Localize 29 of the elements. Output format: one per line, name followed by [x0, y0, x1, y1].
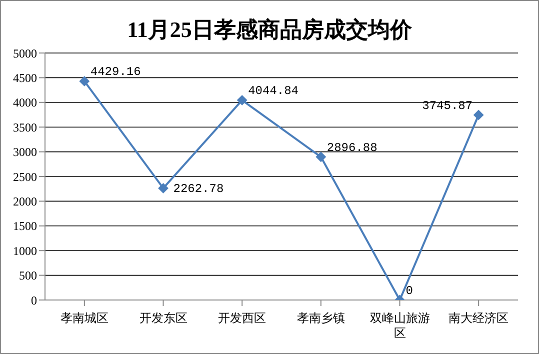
x-tick-label: 孝南城区	[60, 311, 108, 325]
y-tick-label: 500	[19, 268, 37, 283]
y-tick-label: 5000	[13, 46, 37, 60]
y-tick-label: 1000	[13, 244, 37, 258]
x-tick-label: 南大经济区	[448, 311, 509, 325]
data-label: 4429.16	[90, 65, 141, 80]
data-label: 3745.87	[422, 98, 473, 113]
y-tick-label: 2500	[13, 170, 37, 184]
y-tick-label: 4500	[13, 70, 37, 85]
y-tick-label: 2000	[13, 194, 37, 208]
y-tick-label: 3500	[13, 120, 37, 134]
x-tick-label: 开发东区	[139, 311, 188, 325]
data-label: 0	[406, 284, 413, 298]
point	[316, 152, 326, 162]
point	[79, 76, 90, 86]
data-label: 4044.84	[248, 84, 299, 98]
point	[158, 183, 168, 194]
data-label: 2262.78	[173, 182, 224, 196]
x-tick-label: 孝南乡镇	[296, 311, 345, 325]
point	[237, 95, 248, 106]
y-tick-label: 3000	[13, 145, 37, 160]
y-tick-label: 1500	[13, 219, 37, 234]
y-tick-label: 0	[31, 293, 37, 308]
chart-title: 11月25日孝感商品房成交均价	[126, 16, 413, 44]
x-tick-label: 双峰山旅游区	[370, 311, 430, 340]
point	[474, 110, 484, 120]
data-label: 2896.88	[326, 140, 378, 155]
x-tick-label: 开发西区	[218, 311, 266, 325]
y-tick-label: 4000	[13, 96, 37, 110]
